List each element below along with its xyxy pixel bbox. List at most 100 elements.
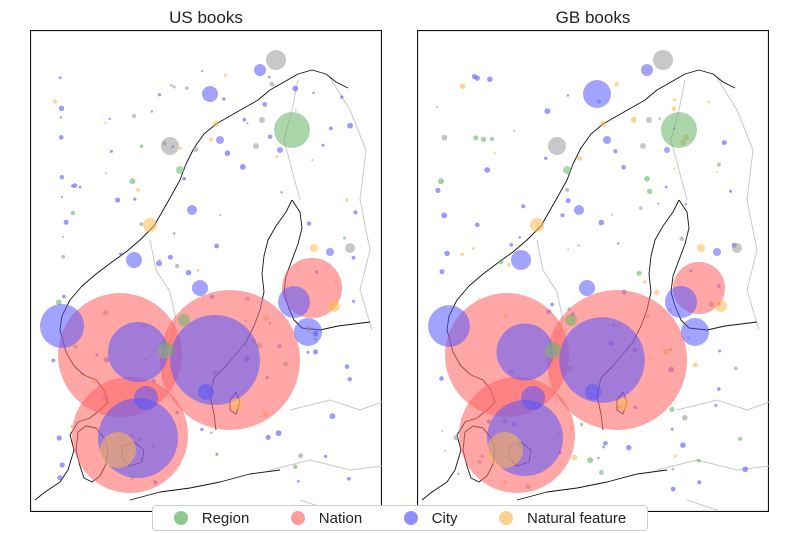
us-map-natural-feature-marker [275, 154, 279, 158]
gb-map-region-marker [669, 406, 675, 412]
panel-title-us-books: US books [169, 8, 243, 27]
us-map-city-marker [328, 126, 333, 131]
us-map-coastline [129, 469, 281, 501]
gb-map-city-marker [670, 427, 674, 431]
us-map-unlabeled-marker [192, 146, 199, 152]
gb-map-natural-feature-marker [477, 297, 480, 300]
gb-map-city-bubble [665, 286, 697, 318]
us-map-region-marker [56, 299, 62, 306]
us-map-city-marker [182, 176, 186, 181]
us-map-city-marker [347, 377, 352, 382]
us-map-city-marker [329, 413, 336, 420]
us-map-natural-feature-marker [223, 73, 227, 77]
gb-map-city-bubble [496, 323, 554, 381]
legend-swatch-natural-feature [499, 511, 513, 525]
gb-map-region-marker [696, 458, 701, 463]
gb-map-city-marker [721, 140, 727, 146]
gb-map-city-bubble [585, 384, 601, 400]
gb-map-natural-feature-bubble [600, 121, 606, 127]
us-map-city-marker [157, 93, 162, 97]
gb-map-natural-feature-marker [577, 155, 582, 161]
gb-map-natural-feature-marker [571, 454, 578, 461]
us-map-unlabeled-marker [131, 113, 137, 118]
gb-map-natural-feature-bubble [530, 218, 544, 232]
us-map-unlabeled-bubble [259, 117, 265, 123]
gb-map-city-marker [441, 212, 448, 219]
us-map-natural-feature-bubble [230, 398, 242, 410]
gb-map-city-marker [621, 164, 626, 170]
gb-map-city-marker [714, 404, 718, 407]
us-map-city-bubble [278, 286, 310, 318]
legend-item-region: Region [173, 510, 249, 527]
us-map-city-marker [267, 75, 271, 79]
us-map-city-marker [72, 183, 78, 189]
gb-map-unlabeled-bubble [646, 117, 652, 123]
us-map-city-bubble [326, 248, 334, 256]
us-map-region-bubble [178, 314, 190, 326]
us-map-unlabeled-bubble [161, 137, 179, 155]
us-map-city-marker [262, 102, 268, 107]
gb-map-region-bubble [563, 166, 571, 174]
legend-swatch-city [403, 511, 418, 525]
legend-label-nation: Nation [318, 509, 363, 527]
gb-map-city-bubble [603, 136, 611, 144]
us-map-region-bubble [274, 112, 310, 148]
us-map-city-marker [297, 479, 300, 483]
gb-map-natural-feature-marker [642, 280, 647, 284]
gb-map-region-marker [611, 213, 614, 216]
us-map-city-marker [246, 122, 249, 125]
gb-map-region-bubble [565, 314, 577, 326]
us-map-city-marker [275, 430, 282, 437]
gb-map-natural-feature-bubble [617, 398, 629, 410]
gb-map-city-marker [626, 444, 632, 451]
us-map-city-marker [150, 110, 153, 113]
gb-map-natural-feature-marker [673, 454, 677, 458]
us-map-city-marker [215, 452, 219, 456]
gb-map-city-bubble [521, 386, 545, 410]
us-map-city-marker [222, 97, 226, 101]
gb-map-city-marker [544, 156, 548, 160]
gb-map-city-marker [598, 219, 605, 226]
gb-map-unlabeled-marker [565, 187, 570, 192]
us-map-city-marker [59, 175, 65, 180]
gb-map-unlabeled-marker [490, 136, 495, 142]
us-map-unlabeled-marker [298, 453, 304, 459]
us-map-city-marker [239, 164, 246, 170]
us-map-city-bubble [192, 280, 208, 296]
gb-map-city-marker [457, 472, 460, 475]
legend-item-natural-feature: Natural feature [499, 510, 626, 527]
gb-map-natural-feature-marker [459, 83, 466, 89]
us-map-city-marker [321, 143, 325, 147]
us-map-region-marker [104, 172, 107, 175]
gb-map-coastline [516, 469, 668, 501]
legend-item-city: City [403, 510, 458, 527]
gb-map-unlabeled-marker [441, 430, 444, 432]
gb-map-city-bubble [664, 147, 670, 153]
gb-map-city-marker [613, 149, 618, 154]
us-map-city-marker [59, 462, 65, 468]
us-map-region-marker [139, 144, 144, 149]
gb-map-city-marker [509, 243, 514, 247]
us-map-city-marker [63, 219, 69, 225]
us-map-unlabeled-marker [311, 159, 314, 162]
us-map-unlabeled-marker [185, 86, 189, 90]
gb-map-city-marker [484, 167, 491, 173]
us-map-city-marker [156, 260, 163, 267]
us-map-unlabeled-marker [61, 254, 66, 259]
us-map-city-marker [61, 196, 64, 199]
us-map-city-marker [57, 475, 63, 481]
us-map-unlabeled-marker [209, 431, 213, 435]
gb-map-region-marker [567, 248, 570, 251]
us-map-natural-feature-marker [104, 121, 107, 124]
gb-map-city-marker [657, 202, 660, 205]
gb-map-region-marker [498, 259, 504, 265]
us-map-city-bubble [187, 205, 197, 215]
gb-map-region-marker [636, 270, 642, 276]
us-map-city-marker [280, 191, 283, 194]
gb-map-city-marker [717, 387, 721, 391]
us-map-city-marker [59, 116, 63, 119]
us-map-city-marker [265, 434, 271, 440]
gb-map-city-marker [487, 76, 493, 83]
us-map-city-bubble [216, 136, 224, 144]
gb-map-natural-feature-bubble [697, 244, 705, 252]
